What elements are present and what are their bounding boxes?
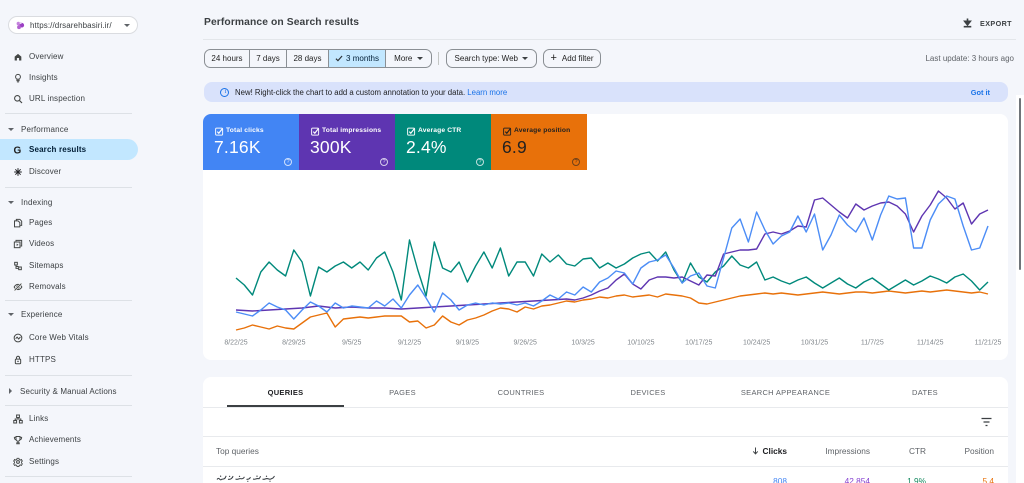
svg-text:8/22/25: 8/22/25 [224,340,247,347]
svg-text:9/19/25: 9/19/25 [456,340,479,347]
svg-text:11/21/25: 11/21/25 [975,340,1002,347]
svg-text:10/24/25: 10/24/25 [743,340,770,347]
svg-text:8/29/25: 8/29/25 [282,340,305,347]
svg-text:11/7/25: 11/7/25 [861,340,884,347]
svg-text:10/31/25: 10/31/25 [801,340,828,347]
svg-text:9/26/25: 9/26/25 [514,340,537,347]
svg-text:10/3/25: 10/3/25 [571,340,594,347]
svg-text:10/10/25: 10/10/25 [627,340,654,347]
svg-text:10/17/25: 10/17/25 [685,340,712,347]
svg-text:G: G [14,145,22,155]
svg-text:11/14/25: 11/14/25 [917,340,944,347]
svg-text:9/12/25: 9/12/25 [398,340,421,347]
svg-text:9/5/25: 9/5/25 [342,340,362,347]
